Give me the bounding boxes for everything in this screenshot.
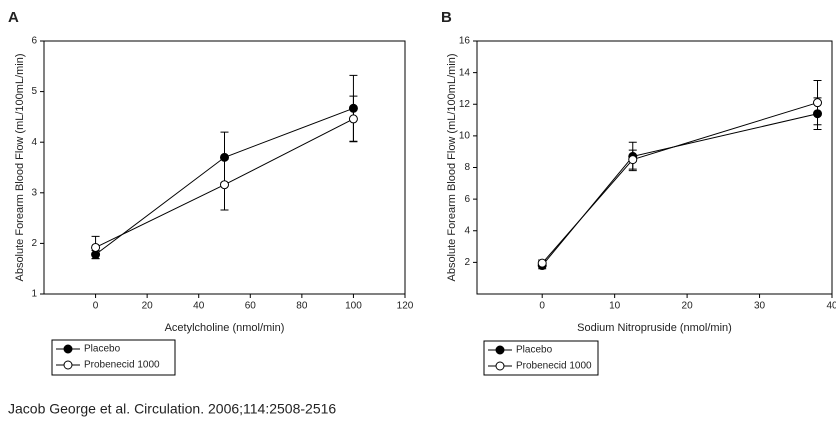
x-tick-label: 100 xyxy=(345,301,362,312)
y-tick-label: 1 xyxy=(31,289,37,300)
marker xyxy=(91,242,101,252)
y-tick-label: 14 xyxy=(459,67,471,78)
y-tick-label: 6 xyxy=(31,36,37,47)
x-tick-label: 40 xyxy=(193,301,205,312)
series-line xyxy=(541,102,818,264)
legend-label: Placebo xyxy=(516,345,553,356)
y-tick-label: 4 xyxy=(464,225,470,236)
x-tick-label: 30 xyxy=(754,301,766,312)
legend-label: Probenecid 1000 xyxy=(84,360,160,371)
x-tick-label: 20 xyxy=(142,301,154,312)
legend-marker xyxy=(63,344,73,354)
y-tick-label: 5 xyxy=(31,86,37,97)
x-tick-label: 10 xyxy=(609,301,621,312)
marker xyxy=(813,98,823,108)
y-tick-label: 2 xyxy=(31,238,37,249)
marker xyxy=(220,180,229,190)
x-tick-label: 80 xyxy=(296,301,308,312)
x-tick-label: 0 xyxy=(93,301,99,312)
y-tick-label: 12 xyxy=(459,99,471,110)
marker xyxy=(537,258,547,268)
legend-marker xyxy=(63,360,73,370)
plot-frame xyxy=(43,40,406,295)
y-tick-label: 3 xyxy=(31,187,37,198)
x-tick-label: 20 xyxy=(682,301,694,312)
x-tick-label: 60 xyxy=(245,301,257,312)
marker xyxy=(628,155,638,165)
series-line xyxy=(541,113,818,266)
y-axis-label: Absolute Forearm Blood Flow (mL/100mL/mi… xyxy=(446,53,458,281)
y-tick-label: 4 xyxy=(31,137,37,148)
marker xyxy=(348,114,358,124)
legend-box xyxy=(51,339,176,376)
y-tick-label: 16 xyxy=(459,36,471,47)
panel-label: A xyxy=(8,9,19,26)
y-tick-label: 8 xyxy=(464,162,470,173)
y-tick-label: 6 xyxy=(464,194,470,205)
legend-marker xyxy=(495,345,505,355)
citation: Jacob George et al. Circulation. 2006;11… xyxy=(8,401,336,417)
plot-frame xyxy=(476,40,833,295)
x-axis-label: Sodium Nitropruside (nmol/min) xyxy=(577,322,732,334)
x-tick-label: 0 xyxy=(539,301,545,312)
x-axis-label: Acetylcholine (nmol/min) xyxy=(165,322,285,334)
legend-label: Probenecid 1000 xyxy=(516,361,592,372)
panel-label: B xyxy=(441,9,452,26)
y-axis-label: Absolute Forearm Blood Flow (mL/100mL/mi… xyxy=(14,53,26,281)
y-tick-label: 2 xyxy=(464,257,470,268)
y-tick-label: 10 xyxy=(459,131,471,142)
x-tick-label: 40 xyxy=(826,301,836,312)
x-tick-label: 120 xyxy=(397,301,414,312)
legend-marker xyxy=(495,361,505,371)
legend-label: Placebo xyxy=(84,344,121,355)
